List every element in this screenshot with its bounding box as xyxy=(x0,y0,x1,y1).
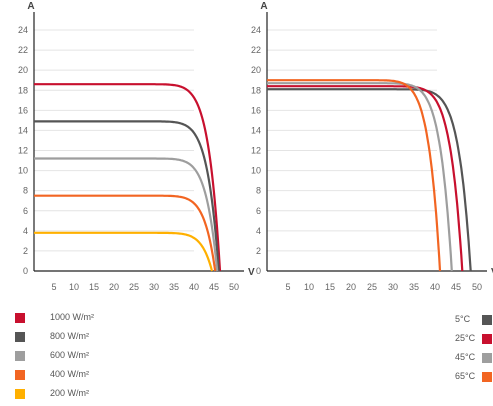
y-tick-label: 10 xyxy=(251,166,261,176)
x-tick-label: 15 xyxy=(325,282,335,292)
y-tick-label: 22 xyxy=(18,45,28,55)
y-tick-label: 20 xyxy=(18,65,28,75)
y-tick-label: 14 xyxy=(251,125,261,135)
series-line-600-w-m- xyxy=(34,157,219,272)
x-tick-label: 40 xyxy=(189,282,199,292)
series-line-5-c xyxy=(267,88,472,272)
x-axis-label: V xyxy=(248,267,255,278)
x-tick-label: 35 xyxy=(169,282,179,292)
legend-label: 400 W/m² xyxy=(50,369,90,379)
series-line-45-c xyxy=(267,82,453,272)
x-tick-label: 25 xyxy=(129,282,139,292)
x-tick-label: 5 xyxy=(285,282,290,292)
legend-label: 5°C xyxy=(455,314,471,324)
legend-label: 45°C xyxy=(455,352,476,362)
series-line-400-w-m- xyxy=(34,194,217,272)
x-tick-label: 20 xyxy=(346,282,356,292)
series-line-800-w-m- xyxy=(34,120,220,272)
x-tick-label: 30 xyxy=(149,282,159,292)
legend-label: 800 W/m² xyxy=(50,331,90,341)
y-tick-label: 24 xyxy=(18,25,28,35)
y-tick-label: 18 xyxy=(251,85,261,95)
y-tick-label: 16 xyxy=(251,105,261,115)
legend-label: 65°C xyxy=(455,371,476,381)
legend-swatch xyxy=(482,334,492,344)
legend-swatch xyxy=(15,332,25,342)
x-tick-label: 50 xyxy=(229,282,239,292)
legend-swatch xyxy=(15,389,25,399)
y-tick-label: 2 xyxy=(23,246,28,256)
y-tick-label: 24 xyxy=(251,25,261,35)
y-tick-label: 6 xyxy=(256,206,261,216)
x-tick-label: 45 xyxy=(451,282,461,292)
y-tick-label: 18 xyxy=(18,85,28,95)
x-tick-label: 25 xyxy=(367,282,377,292)
y-axis-label: A xyxy=(260,1,267,12)
y-tick-label: 12 xyxy=(18,146,28,156)
x-tick-label: 30 xyxy=(388,282,398,292)
series-line-200-w-m- xyxy=(34,231,214,272)
x-tick-label: 50 xyxy=(472,282,482,292)
x-tick-label: 15 xyxy=(89,282,99,292)
x-tick-label: 35 xyxy=(409,282,419,292)
x-tick-label: 45 xyxy=(209,282,219,292)
y-tick-label: 12 xyxy=(251,146,261,156)
legend-swatch xyxy=(482,372,492,382)
y-tick-label: 4 xyxy=(256,226,261,236)
series-line-1000-w-m- xyxy=(34,83,222,272)
x-tick-label: 40 xyxy=(430,282,440,292)
series-line-25-c xyxy=(267,85,464,272)
x-tick-label: 5 xyxy=(51,282,56,292)
x-tick-label: 20 xyxy=(109,282,119,292)
x-tick-label: 10 xyxy=(69,282,79,292)
y-tick-label: 4 xyxy=(23,226,28,236)
legend-label: 1000 W/m² xyxy=(50,312,95,322)
legend-label: 600 W/m² xyxy=(50,350,90,360)
x-tick-label: 10 xyxy=(304,282,314,292)
y-tick-label: 2 xyxy=(256,246,261,256)
legend-swatch xyxy=(15,351,25,361)
y-tick-label: 14 xyxy=(18,125,28,135)
legend-swatch xyxy=(15,370,25,380)
y-tick-label: 10 xyxy=(18,166,28,176)
y-tick-label: 6 xyxy=(23,206,28,216)
legend-label: 200 W/m² xyxy=(50,388,90,398)
legend-label: 25°C xyxy=(455,333,476,343)
legend-swatch xyxy=(482,353,492,363)
y-tick-label: 20 xyxy=(251,65,261,75)
y-tick-label: 16 xyxy=(18,105,28,115)
legend-swatch xyxy=(15,313,25,323)
y-tick-label: 0 xyxy=(256,266,261,276)
y-axis-label: A xyxy=(27,1,34,12)
y-tick-label: 22 xyxy=(251,45,261,55)
y-tick-label: 8 xyxy=(23,186,28,196)
series-line-65-c xyxy=(267,79,442,272)
y-tick-label: 0 xyxy=(23,266,28,276)
y-tick-label: 8 xyxy=(256,186,261,196)
x-axis-label: V xyxy=(491,267,493,278)
legend-swatch xyxy=(482,315,492,325)
